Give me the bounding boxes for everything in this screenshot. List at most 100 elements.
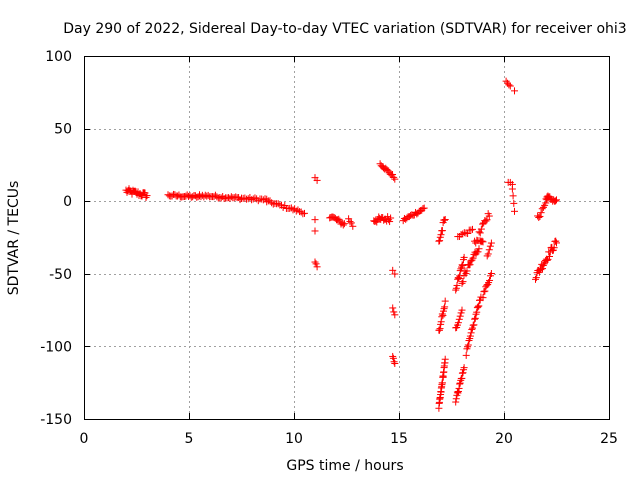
data-point (287, 204, 295, 212)
y-tick-label: -100 (40, 339, 72, 355)
data-point (474, 248, 482, 256)
data-point (484, 250, 492, 258)
data-point (552, 197, 560, 205)
data-point (477, 225, 485, 233)
data-point (311, 216, 319, 224)
data-point (384, 213, 392, 221)
plot-frame (84, 56, 610, 420)
data-point (438, 310, 446, 318)
data-point (335, 215, 343, 223)
data-point (546, 253, 553, 261)
data-point (452, 286, 460, 294)
data-point (452, 395, 460, 403)
data-point (458, 374, 466, 382)
data-point (532, 275, 539, 283)
y-tick-label: 100 (45, 49, 72, 65)
data-point (232, 193, 240, 201)
data-point (550, 244, 558, 252)
data-point (505, 81, 513, 89)
data-point (539, 261, 547, 269)
data-point (436, 325, 444, 333)
data-point (420, 204, 428, 212)
data-point (483, 252, 491, 260)
data-point (312, 260, 320, 268)
data-point (470, 321, 478, 329)
data-point (510, 199, 518, 207)
data-point (480, 288, 488, 296)
data-point (552, 237, 560, 245)
data-point (459, 261, 467, 269)
data-point (458, 279, 466, 287)
data-point (435, 326, 443, 334)
data-point (389, 266, 397, 274)
data-point (532, 274, 540, 282)
data-point (458, 306, 466, 314)
data-point (347, 219, 355, 227)
data-point (460, 364, 468, 372)
y-tick-label: -50 (49, 267, 72, 283)
x-tick-label: 5 (185, 431, 194, 447)
data-point (436, 237, 444, 245)
data-point (292, 207, 300, 215)
data-point (389, 304, 397, 312)
data-point (454, 389, 462, 397)
data-point (467, 329, 475, 337)
data-point (390, 358, 398, 366)
data-point (511, 207, 518, 215)
data-point (390, 173, 398, 181)
data-point (553, 196, 560, 204)
data-point (475, 245, 483, 253)
x-tick-label: 25 (600, 431, 618, 447)
data-point (481, 287, 489, 295)
data-point (389, 171, 397, 179)
data-points (122, 77, 560, 412)
data-point (483, 216, 491, 224)
data-point (467, 226, 475, 234)
data-point (539, 265, 546, 273)
y-tick-label: 50 (54, 122, 72, 138)
x-tick-label: 20 (495, 431, 513, 447)
data-point (474, 237, 482, 245)
data-point (468, 325, 476, 333)
data-point (456, 272, 464, 280)
data-point (441, 297, 449, 305)
data-point (311, 258, 319, 266)
data-point (486, 242, 494, 250)
axis-ticks (84, 56, 610, 420)
data-point (389, 352, 397, 360)
data-point (455, 384, 463, 392)
data-point (391, 270, 399, 278)
data-point (274, 200, 282, 208)
data-point (506, 82, 514, 90)
data-point (509, 192, 517, 200)
data-point (387, 214, 395, 222)
data-point (441, 303, 449, 311)
x-tick-label: 0 (80, 431, 89, 447)
data-point (441, 216, 448, 224)
data-point (544, 255, 552, 263)
data-point (485, 246, 493, 254)
data-point (438, 227, 446, 235)
data-point (441, 215, 449, 223)
data-point (143, 192, 151, 200)
data-point (475, 302, 483, 310)
data-point (466, 332, 474, 340)
data-point (263, 198, 271, 206)
data-point (485, 212, 493, 220)
data-point (311, 227, 319, 235)
data-point (537, 209, 545, 217)
data-point (479, 294, 487, 302)
data-point (536, 212, 544, 220)
x-tick-label: 15 (390, 431, 408, 447)
data-point (460, 253, 468, 261)
data-point (339, 221, 347, 229)
data-point (537, 266, 545, 274)
data-point (473, 304, 481, 312)
x-axis-label: GPS time / hours (286, 458, 403, 474)
data-point (508, 185, 516, 193)
data-point (226, 194, 234, 202)
data-point (441, 355, 449, 363)
data-point (553, 239, 560, 247)
data-point (268, 199, 276, 207)
